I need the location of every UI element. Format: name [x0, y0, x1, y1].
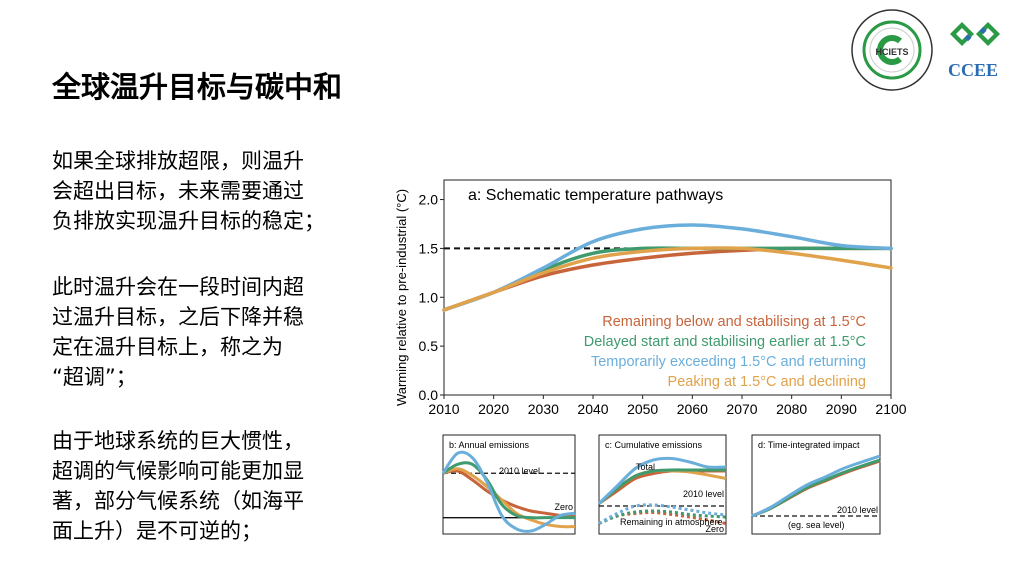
x-tick-label: 2040 [577, 401, 608, 417]
panel-annotation: 2010 level [837, 505, 878, 515]
panel-title: b: Annual emissions [449, 440, 530, 450]
legend-entry-red: Remaining below and stabilising at 1.5°C [602, 314, 866, 330]
x-tick-label: 2090 [826, 401, 857, 417]
panel-series-green [598, 468, 726, 505]
panel-series-yellow [442, 467, 576, 529]
text-line: 超调的气候影响可能更加显 [52, 459, 304, 483]
series-line-yellow [442, 246, 893, 312]
paragraph-2: 此时温升会在一段时间内超 过温升目标，之后下降并稳 定在温升目标上，称之为 “超… [52, 272, 304, 392]
chart-title: a: Schematic temperature pathways [468, 187, 723, 204]
series-line-blue [442, 223, 893, 312]
ccee-logo-text: CCEE [948, 60, 999, 80]
text-line: 此时温升会在一段时间内超 [52, 275, 304, 299]
panel-series-blue [598, 503, 727, 525]
y-tick-label: 2.0 [419, 192, 439, 208]
hciets-logo-text: HCIETS [875, 47, 908, 57]
y-tick-label: 1.0 [419, 289, 439, 305]
panel-annotation: 2010 level [683, 489, 724, 499]
text-line: 由于地球系统的巨大惯性， [52, 429, 304, 453]
x-tick-label: 2070 [726, 401, 757, 417]
text-line: 著，部分气候系统（如海平 [52, 489, 304, 513]
y-axis-label: Warming relative to pre-industrial (°C) [394, 189, 409, 406]
panel-series-red [442, 469, 576, 519]
text-line: 面上升）是不可逆的； [52, 519, 262, 543]
panel-annotation: Zero [554, 502, 573, 512]
text-line: 过温升目标，之后下降并稳 [52, 305, 304, 329]
legend-entry-yellow: Peaking at 1.5°C and declining [668, 374, 866, 390]
text-line: 负排放实现温升目标的稳定； [52, 209, 325, 233]
hciets-logo: HCIETS [851, 9, 933, 91]
text-line: 会超出目标，未来需要通过 [52, 179, 304, 203]
text-line: 如果全球排放超限，则温升 [52, 149, 304, 173]
y-tick-label: 0.5 [419, 338, 439, 354]
panel-series-blue [751, 454, 881, 518]
text-line: 定在温升目标上，称之为 [52, 335, 283, 359]
x-tick-label: 2080 [776, 401, 807, 417]
paragraph-3: 由于地球系统的巨大惯性， 超调的气候影响可能更加显 著，部分气候系统（如海平 面… [52, 426, 304, 546]
y-tick-label: 1.5 [419, 240, 439, 256]
panel-series-blue [597, 456, 727, 505]
panel-series-blue [441, 450, 576, 533]
legend-entry-blue: Temporarily exceeding 1.5°C and returnin… [591, 354, 866, 370]
panel-title: d: Time-integrated impact [758, 440, 860, 450]
x-tick-label: 2100 [875, 401, 906, 417]
paragraph-1: 如果全球排放超限，则温升 会超出目标，未来需要通过 负排放实现温升目标的稳定； [52, 146, 325, 236]
x-tick-label: 2050 [627, 401, 658, 417]
slide-title: 全球温升目标与碳中和 [52, 70, 343, 104]
panel-series-green [442, 461, 575, 520]
panel-series-green [598, 509, 727, 525]
legend-entry-green: Delayed start and stabilising earlier at… [584, 334, 866, 350]
text-line: “超调”； [52, 365, 137, 389]
panel-annotation: Zero [705, 524, 724, 534]
panel-annotation: Total [636, 462, 655, 472]
x-tick-label: 2030 [528, 401, 559, 417]
ccee-logo-mark [950, 22, 1000, 46]
plot-frame [443, 179, 892, 396]
x-tick-label: 2060 [677, 401, 708, 417]
y-tick-label: 0.0 [419, 387, 439, 403]
panel-annotation: Remaining in atmosphere [620, 517, 723, 527]
panel-title: c: Cumulative emissions [605, 440, 703, 450]
panel-annotation: 2010 level [499, 466, 540, 476]
x-tick-label: 2010 [428, 401, 459, 417]
panel-annotation: (eg. sea level) [788, 520, 845, 530]
x-tick-label: 2020 [478, 401, 509, 417]
panel-series-red [598, 510, 727, 525]
